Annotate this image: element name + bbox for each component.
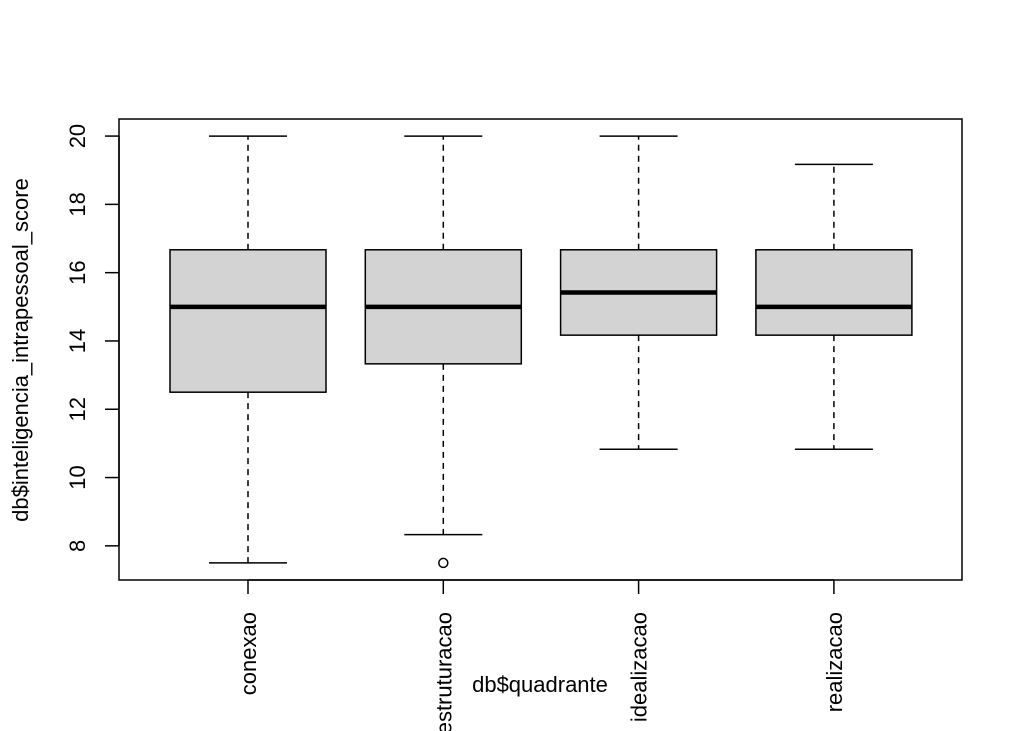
x-axis-title: db$quadrante xyxy=(472,672,608,697)
y-tick-label: 10 xyxy=(65,465,90,489)
box-realizacao xyxy=(755,163,913,450)
box-conexao xyxy=(169,135,327,564)
x-tick-label: idealizacao xyxy=(627,612,652,722)
y-tick-label: 14 xyxy=(65,329,90,353)
x-tick-label: conexao xyxy=(236,612,261,695)
x-tick-label: realizacao xyxy=(822,612,847,712)
y-axis: 8 10 12 14 16 18 20 xyxy=(65,124,120,552)
y-tick-label: 12 xyxy=(65,397,90,421)
y-axis-title: db$inteligencia_intrapessoal_score xyxy=(8,178,33,522)
box-iqr xyxy=(755,249,913,336)
outlier-point xyxy=(438,557,449,569)
box-idealizacao xyxy=(559,135,718,450)
y-tick-label: 18 xyxy=(65,192,90,216)
box-iqr xyxy=(169,249,327,393)
x-axis: conexao estruturacao idealizacao realizacao xyxy=(236,579,847,731)
x-tick-label: estruturacao xyxy=(431,612,456,731)
y-tick-label: 20 xyxy=(65,124,90,148)
y-tick-label: 8 xyxy=(65,540,90,552)
boxes-group xyxy=(169,135,913,569)
box-estruturacao xyxy=(364,135,523,569)
y-tick-label: 16 xyxy=(65,260,90,284)
